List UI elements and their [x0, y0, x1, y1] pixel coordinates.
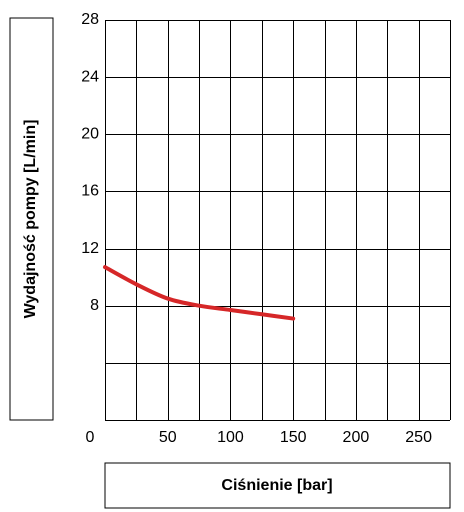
- plot-area: [105, 20, 450, 420]
- x-axis-title-box: [104, 462, 451, 509]
- x-tick-labels: 0 50 100 150 200 250: [86, 429, 433, 446]
- grid: [105, 20, 451, 421]
- series-line-0: [103, 265, 296, 321]
- x-axis-title: Ciśnienie [bar]: [221, 477, 332, 494]
- y-tick-labels: 8 12 16 20 24 28: [81, 11, 99, 314]
- x-tick-label: 150: [280, 429, 307, 446]
- y-tick-label: 12: [81, 240, 99, 257]
- x-tick-label: 250: [405, 429, 432, 446]
- x-tick-label: 200: [343, 429, 370, 446]
- y-axis-title-box: [9, 17, 54, 421]
- series-layer: [103, 265, 296, 321]
- y-tick-label: 24: [81, 68, 99, 85]
- x-tick-label: 100: [217, 429, 244, 446]
- y-tick-label: 28: [81, 11, 99, 28]
- plot-background: [105, 20, 450, 420]
- y-tick-label: 20: [81, 126, 99, 143]
- x-tick-label: 0: [86, 429, 95, 446]
- y-tick-label: 16: [81, 183, 99, 200]
- x-tick-label: 50: [159, 429, 177, 446]
- y-tick-label: 8: [90, 297, 99, 314]
- y-axis-title: Wydajność pompy [L/min]: [22, 120, 39, 319]
